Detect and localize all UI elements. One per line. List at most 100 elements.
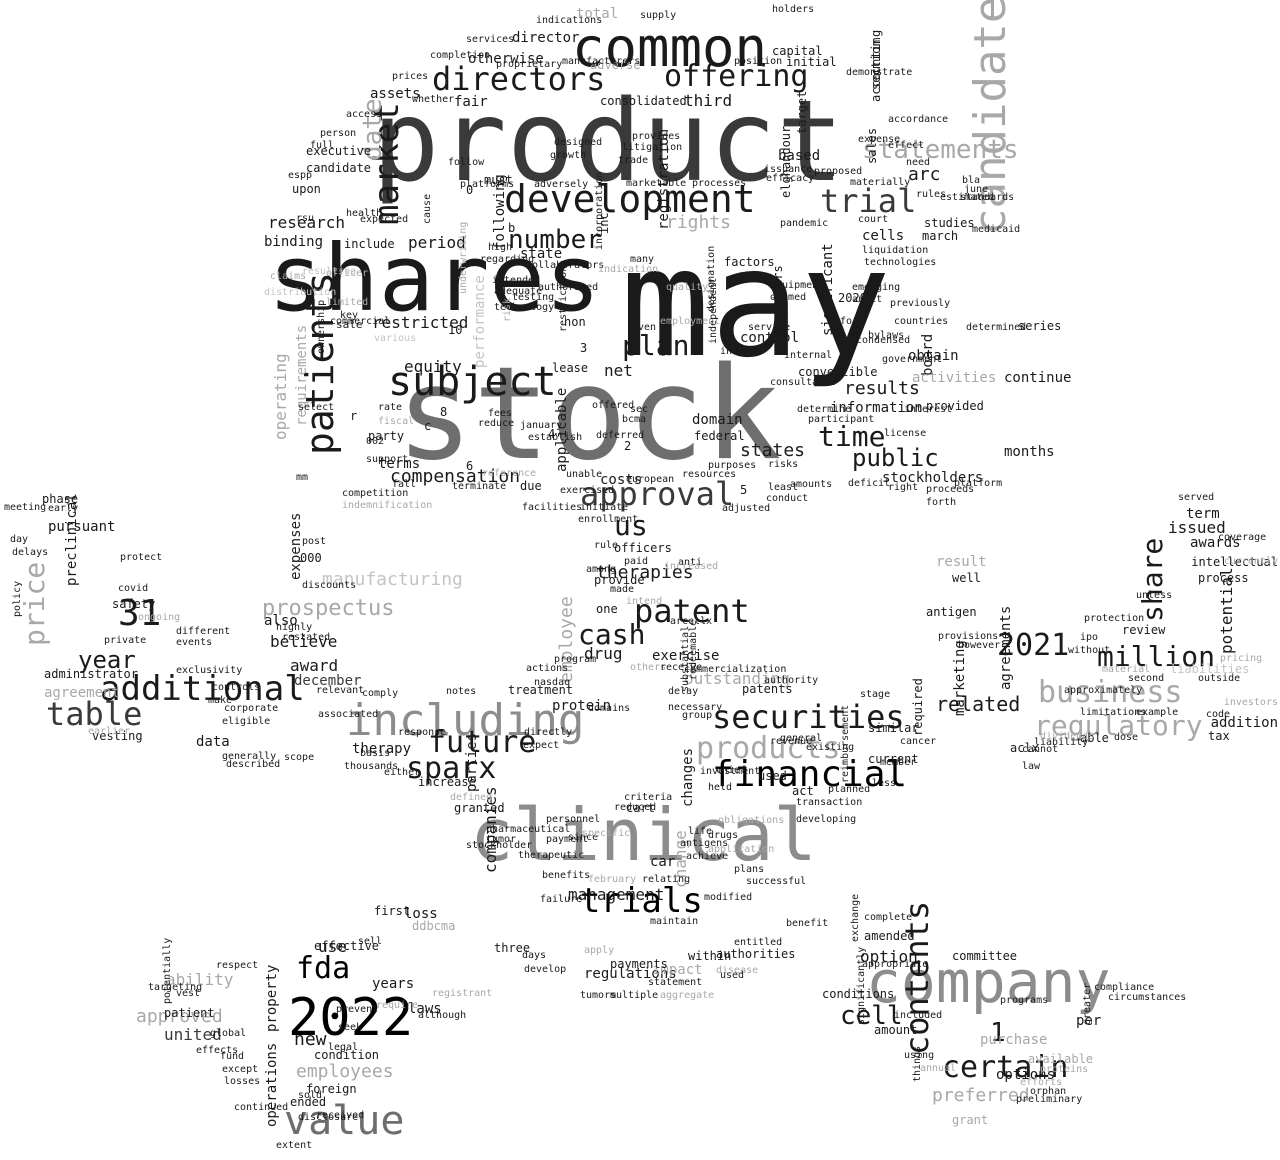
cloud-word: director <box>512 30 579 46</box>
cloud-word: statements <box>862 135 1019 165</box>
cloud-word: year <box>78 646 136 674</box>
cloud-word: first <box>374 904 410 918</box>
cloud-word: controls <box>212 682 260 693</box>
cloud-word: comply <box>362 688 398 699</box>
cloud-word: elghandour <box>779 126 793 198</box>
cloud-word: within <box>688 949 731 963</box>
cloud-word: 2020 <box>838 291 867 305</box>
cloud-word: held <box>708 782 732 793</box>
cloud-word: delays <box>12 547 48 558</box>
cloud-word: 1 <box>990 1018 1006 1048</box>
cloud-word: vest <box>176 988 200 999</box>
cloud-word: platform <box>954 478 1002 489</box>
cloud-word: data <box>196 734 230 750</box>
cloud-word: audit <box>852 294 882 305</box>
cloud-word: investment <box>700 766 760 777</box>
cloud-word: extent <box>276 1140 312 1151</box>
cloud-word: liquidation <box>862 245 928 256</box>
cloud-word: sell <box>358 936 382 947</box>
cloud-word: executive <box>306 144 371 158</box>
cloud-word: laws <box>408 1001 442 1017</box>
cloud-word: deficit <box>848 478 890 489</box>
cloud-word: enrollment <box>578 514 638 525</box>
cloud-word: option <box>860 947 918 966</box>
cloud-word: indication <box>598 264 658 275</box>
cloud-word: except <box>222 1064 258 1075</box>
cloud-word: otherwise <box>468 51 544 67</box>
cloud-word: products <box>696 731 841 766</box>
cloud-word: criteria <box>624 792 672 803</box>
cloud-word: required <box>911 678 925 736</box>
cloud-word: shares <box>268 225 600 332</box>
cloud-word: limitations <box>1080 707 1146 718</box>
cloud-word: existing <box>806 742 854 753</box>
cloud-word: adverse <box>590 58 641 72</box>
cloud-word: high <box>488 242 512 253</box>
cloud-word: internal <box>784 350 832 361</box>
cloud-word: health <box>346 208 382 219</box>
cloud-word: party <box>368 429 404 443</box>
cloud-word: indemnification <box>342 500 432 511</box>
cloud-word: certain <box>942 1050 1068 1085</box>
cloud-word: manufacturing <box>322 569 463 590</box>
cloud-word: december <box>294 673 361 689</box>
cloud-word: term <box>1186 506 1220 522</box>
cloud-word: earlier <box>88 726 130 737</box>
cloud-word: expected <box>360 214 408 225</box>
cloud-word: fda <box>296 951 350 986</box>
cloud-word: support <box>366 454 408 465</box>
cloud-word: fund <box>220 1051 244 1062</box>
cloud-word: applicable <box>554 388 570 472</box>
cloud-word: 000 <box>300 551 322 565</box>
cloud-word: us <box>614 509 648 542</box>
cloud-word: interest <box>904 404 952 415</box>
cloud-word: form <box>840 316 864 327</box>
cloud-word: intellectual <box>1191 555 1278 569</box>
cloud-word: equipment <box>770 280 824 291</box>
cloud-word: require <box>376 1000 418 1011</box>
cloud-word: designed <box>554 137 602 148</box>
cloud-word: claims <box>270 271 306 282</box>
cloud-word: defined <box>450 792 492 803</box>
cloud-word: related <box>936 692 1020 716</box>
cloud-word: non <box>564 315 586 329</box>
cloud-word: loss <box>404 906 438 922</box>
cloud-word: distribution <box>264 287 336 298</box>
cloud-word: united <box>164 1025 222 1044</box>
cloud-word: subject <box>388 359 557 405</box>
cloud-word: employee <box>556 596 577 683</box>
cloud-word: offered <box>592 400 634 411</box>
cloud-word: states <box>740 440 805 461</box>
cloud-word: provisions <box>938 631 998 642</box>
cloud-word: 4 <box>548 427 555 441</box>
cloud-word: approximately <box>1064 685 1142 696</box>
cloud-word: independent <box>708 278 719 344</box>
cloud-word: common <box>572 16 767 79</box>
cloud-word: registration <box>656 129 672 230</box>
cloud-word: ownership <box>316 300 327 354</box>
cloud-word: r <box>350 409 357 423</box>
cloud-word: restated <box>282 632 330 643</box>
cloud-word: private <box>104 635 146 646</box>
cloud-word: provided <box>926 399 984 413</box>
cloud-word: use <box>318 937 347 956</box>
cloud-word: pricing <box>1220 653 1262 664</box>
cloud-word: included <box>894 1010 942 1021</box>
cloud-word: complete <box>864 912 912 923</box>
cloud-word: estimated <box>940 192 994 203</box>
cloud-word: proposed <box>814 166 862 177</box>
cloud-word: annual <box>920 1063 956 1074</box>
cloud-word: therapeutic <box>518 850 584 861</box>
cloud-word: 0 <box>466 183 473 197</box>
cloud-word: respect <box>216 960 258 971</box>
cloud-word: include <box>344 237 395 251</box>
cloud-word: key <box>340 310 358 321</box>
cloud-word: service <box>748 322 790 333</box>
cloud-word: testing <box>512 292 554 303</box>
cloud-word: section <box>869 39 883 90</box>
cloud-word: developing <box>796 814 856 825</box>
cloud-word: cannot <box>1022 744 1058 755</box>
cloud-word: successful <box>746 876 806 887</box>
cloud-word: 002 <box>366 436 384 447</box>
